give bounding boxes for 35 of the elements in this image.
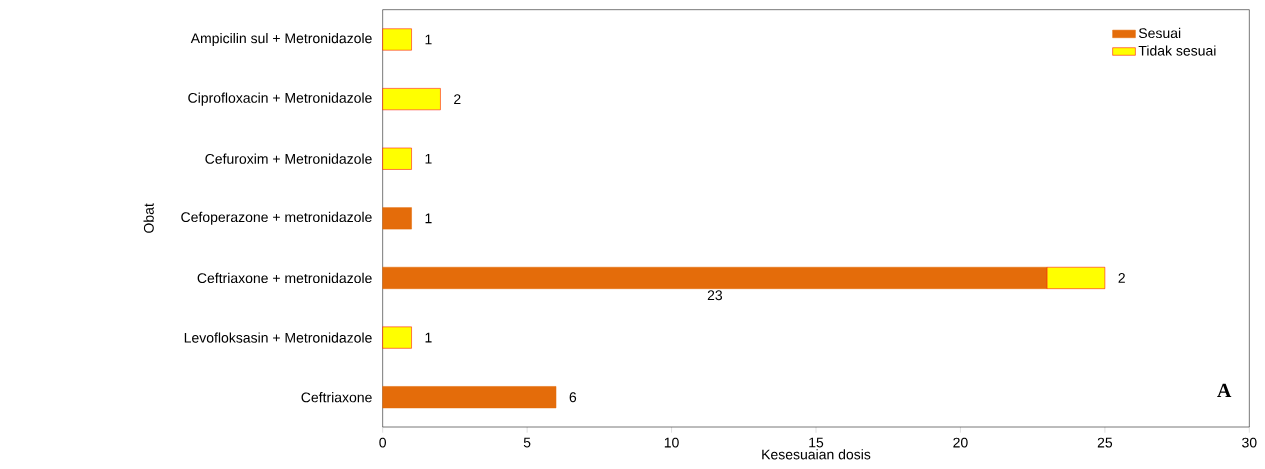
data-label: 1 [425, 153, 432, 164]
data-label: 2 [1118, 273, 1125, 283]
annotation: A [1217, 383, 1232, 398]
x-axis-title: Kesesuaian dosis [762, 449, 871, 460]
y-tick-label: Ciprofloxacin + Metronidazole [188, 92, 372, 106]
data-label: 2 [454, 94, 461, 104]
bar [382, 88, 441, 111]
bar [382, 326, 412, 349]
bar [382, 266, 1048, 289]
y-tick-label: Ceftriaxone [301, 392, 372, 403]
bar [382, 207, 412, 230]
x-tick-label: 15 [809, 437, 824, 448]
x-tick-label: 5 [523, 437, 531, 448]
x-tick-label: 20 [953, 437, 968, 448]
data-label: 1 [425, 34, 432, 45]
bar [1046, 266, 1106, 289]
y-tick-label: Ampicilin sul + Metronidazole [190, 32, 372, 47]
x-tick-label: 25 [1097, 437, 1113, 448]
bar [382, 147, 412, 170]
y-tick-label: Ceftriaxone + metronidazole [197, 272, 372, 284]
data-label: 6 [569, 392, 577, 403]
x-tick-label: 0 [379, 437, 387, 448]
y-axis-title: Obat [143, 203, 154, 233]
x-tick-label: 30 [1242, 437, 1257, 448]
x-tick-label: 10 [664, 437, 679, 448]
data-label: 1 [425, 332, 432, 343]
legend-label: Sesuai [1138, 27, 1181, 39]
data-label: 23 [707, 290, 723, 301]
y-tick-label: Levofloksasin + Metronidazole [184, 332, 372, 343]
data-label: 1 [425, 213, 432, 224]
bar [382, 28, 412, 51]
y-tick-label: Cefoperazone + metronidazole [181, 211, 372, 225]
y-tick-label: Cefuroxim + Metronidazole [205, 153, 372, 164]
legend-label: Tidak sesuai [1138, 45, 1216, 56]
bar [382, 386, 557, 409]
